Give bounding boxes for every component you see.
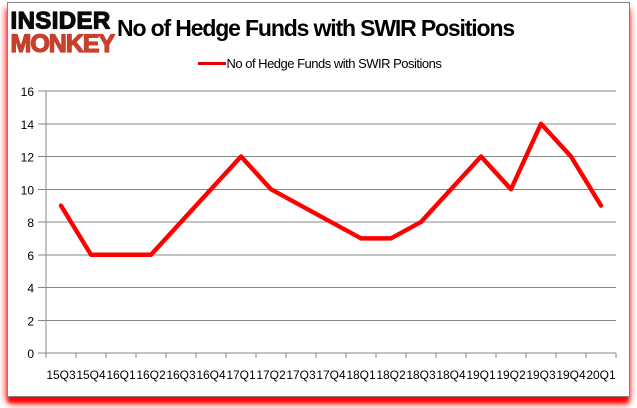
svg-text:18Q4: 18Q4 [436,368,466,382]
svg-text:6: 6 [27,249,34,263]
svg-text:18Q3: 18Q3 [406,368,436,382]
svg-text:INSIDER: INSIDER [11,8,111,35]
svg-text:2: 2 [27,314,34,328]
svg-text:16Q4: 16Q4 [196,368,226,382]
svg-text:8: 8 [27,216,34,230]
svg-text:4: 4 [27,282,34,296]
svg-text:15Q3: 15Q3 [46,368,76,382]
svg-text:MONKEY: MONKEY [11,30,116,58]
svg-text:12: 12 [21,151,35,165]
svg-text:16Q1: 16Q1 [106,368,136,382]
svg-text:18Q2: 18Q2 [376,368,406,382]
svg-text:18Q1: 18Q1 [346,368,376,382]
svg-text:17Q4: 17Q4 [316,368,346,382]
svg-text:19Q3: 19Q3 [526,368,556,382]
svg-text:16: 16 [21,85,35,99]
svg-text:19Q1: 19Q1 [466,368,496,382]
svg-text:10: 10 [21,183,35,197]
svg-text:No of Hedge Funds with SWIR Po: No of Hedge Funds with SWIR Positions [227,56,443,71]
svg-text:16Q2: 16Q2 [136,368,166,382]
svg-text:0: 0 [27,347,34,361]
svg-text:15Q4: 15Q4 [76,368,106,382]
svg-text:17Q1: 17Q1 [226,368,256,382]
svg-text:19Q4: 19Q4 [556,368,586,382]
svg-text:17Q2: 17Q2 [256,368,286,382]
svg-text:20Q1: 20Q1 [586,368,616,382]
svg-text:No of Hedge Funds with SWIR Po: No of Hedge Funds with SWIR Positions [117,15,514,41]
svg-text:17Q3: 17Q3 [286,368,316,382]
svg-text:16Q3: 16Q3 [166,368,196,382]
svg-text:14: 14 [21,118,35,132]
svg-text:19Q2: 19Q2 [496,368,526,382]
